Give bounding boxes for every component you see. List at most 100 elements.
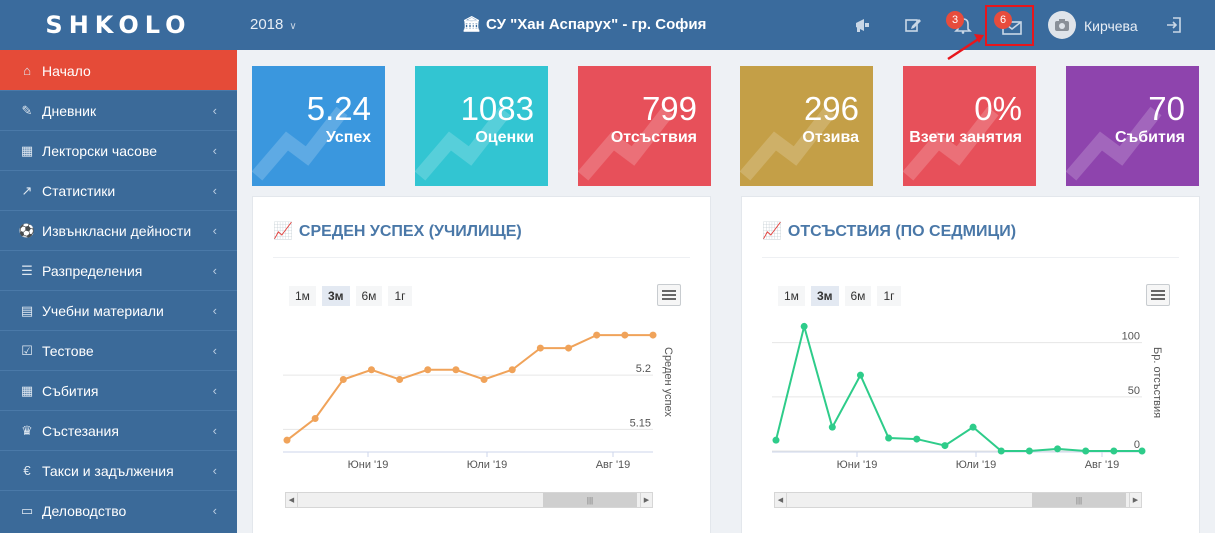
scroll-thumb[interactable]: ||| xyxy=(1032,493,1126,507)
y-axis-label: Бр. отсъствия xyxy=(1151,347,1163,418)
panel-title: 📈 ОТСЪСТВИЯ (ПО СЕДМИЦИ) xyxy=(762,221,1016,241)
range-buttons: 1м 3м 6м 1г xyxy=(289,286,412,306)
notifications-badge: 3 xyxy=(946,11,964,29)
hamburger-icon xyxy=(662,290,676,300)
top-bar: SHKOLO 2018 ∨ 🏛 СУ "Хан Аспарух" - гр. Соф… xyxy=(0,0,1215,50)
scroll-left-icon[interactable]: ◀ xyxy=(775,493,787,507)
data-point[interactable] xyxy=(800,322,808,330)
data-point[interactable] xyxy=(536,344,544,352)
stat-tile[interactable]: 0% Взети занятия xyxy=(903,66,1036,186)
stat-tile[interactable]: 799 Отсъствия xyxy=(578,66,711,186)
data-point[interactable] xyxy=(969,423,977,431)
book-icon: ▤ xyxy=(20,302,34,318)
logout-icon[interactable] xyxy=(1163,14,1185,36)
stat-tile[interactable]: 1083 Оценки xyxy=(415,66,548,186)
data-point[interactable] xyxy=(452,366,460,374)
stat-tile[interactable]: 296 Отзива xyxy=(740,66,873,186)
sidebar-item[interactable]: ▦ Лекторски часове ‹ xyxy=(0,130,237,170)
chart-menu-button[interactable] xyxy=(1146,284,1170,306)
y-tick-label: 0 xyxy=(1134,439,1140,451)
stat-tile[interactable]: 5.24 Успех xyxy=(252,66,385,186)
edit-icon: ✎ xyxy=(21,102,33,118)
data-point[interactable] xyxy=(593,331,601,339)
chevron-left-icon: ‹ xyxy=(212,303,217,318)
tile-value: 296 xyxy=(803,90,859,127)
data-point[interactable] xyxy=(913,435,921,443)
data-point[interactable] xyxy=(424,366,432,374)
x-tick-label: Юни '19 xyxy=(837,459,878,471)
sidebar-item[interactable]: ☑ Тестове ‹ xyxy=(0,330,237,370)
chart-scrollbar[interactable]: ◀ ||| ▶ xyxy=(774,492,1142,508)
megaphone-icon[interactable] xyxy=(852,14,874,36)
tile-value: 1083 xyxy=(460,90,534,127)
data-point[interactable] xyxy=(828,423,836,431)
data-point[interactable] xyxy=(311,415,319,422)
range-button[interactable]: 3м xyxy=(321,286,350,306)
edit-icon[interactable] xyxy=(902,14,924,36)
list-icon: ☰ xyxy=(21,262,33,278)
data-point[interactable] xyxy=(1025,447,1033,455)
chevron-left-icon: ‹ xyxy=(212,103,217,118)
data-point[interactable] xyxy=(480,376,488,383)
range-button[interactable]: 1г xyxy=(877,286,901,306)
scroll-thumb[interactable]: ||| xyxy=(543,493,637,507)
x-tick-label: Юли '19 xyxy=(467,459,508,471)
year-value: 2018 xyxy=(250,16,284,33)
data-point[interactable] xyxy=(621,331,629,339)
sidebar-item[interactable]: ♛ Състезания ‹ xyxy=(0,410,237,450)
scroll-right-icon[interactable]: ▶ xyxy=(1129,493,1141,507)
data-point[interactable] xyxy=(283,436,291,444)
sidebar-item[interactable]: ☰ Разпределения ‹ xyxy=(0,250,237,290)
sidebar-item[interactable]: ⚽ Извънкласни дейности ‹ xyxy=(0,210,237,250)
data-point[interactable] xyxy=(1138,447,1146,455)
sidebar-item[interactable]: ⌂ Начало xyxy=(0,50,237,90)
tile-value: 5.24 xyxy=(306,90,371,127)
absences-chart: 100 50 0 Юни '19 Юли '19 Авг '19 Бр. отсъствия xyxy=(772,322,1163,471)
logo[interactable]: SHKOLO xyxy=(0,0,237,50)
sidebar-item[interactable]: € Такси и задължения ‹ xyxy=(0,450,237,490)
annotation-arrow xyxy=(947,34,984,61)
sidebar-item[interactable]: ▦ Събития ‹ xyxy=(0,370,237,410)
chart-scrollbar[interactable]: ◀ ||| ▶ xyxy=(285,492,653,508)
sidebar-item[interactable]: ▤ Учебни материали ‹ xyxy=(0,290,237,330)
chevron-left-icon: ‹ xyxy=(212,463,217,478)
ball-icon: ⚽ xyxy=(18,222,36,238)
data-point[interactable] xyxy=(508,366,516,374)
scroll-left-icon[interactable]: ◀ xyxy=(286,493,298,507)
username[interactable]: Кирчева xyxy=(1084,18,1138,34)
series-line xyxy=(286,334,653,441)
range-button[interactable]: 1м xyxy=(778,286,805,306)
data-point[interactable] xyxy=(339,376,347,383)
year-selector[interactable]: 2018 ∨ xyxy=(250,16,297,33)
chevron-left-icon: ‹ xyxy=(212,423,217,438)
data-point[interactable] xyxy=(649,331,657,339)
tile-value: 70 xyxy=(1148,90,1185,127)
data-point[interactable] xyxy=(997,447,1005,455)
x-tick-label: Авг '19 xyxy=(596,459,631,471)
data-point[interactable] xyxy=(565,344,573,352)
data-point[interactable] xyxy=(856,371,864,379)
range-button[interactable]: 3м xyxy=(810,286,839,306)
scroll-right-icon[interactable]: ▶ xyxy=(640,493,652,507)
stat-tile[interactable]: 70 Събития xyxy=(1066,66,1199,186)
folder-icon: ▭ xyxy=(20,502,34,518)
range-button[interactable]: 6м xyxy=(844,286,872,306)
data-point[interactable] xyxy=(941,442,949,450)
sidebar-item-label: Дневник xyxy=(42,102,97,119)
range-button[interactable]: 1г xyxy=(388,286,412,306)
avatar[interactable] xyxy=(1048,11,1076,39)
sidebar-item[interactable]: ✎ Дневник ‹ xyxy=(0,90,237,130)
range-button[interactable]: 6м xyxy=(355,286,383,306)
data-point[interactable] xyxy=(367,366,375,374)
data-point[interactable] xyxy=(1054,445,1062,453)
sidebar-item[interactable]: ↗ Статистики ‹ xyxy=(0,170,237,210)
sidebar-item-label: Лекторски часове xyxy=(42,142,158,159)
data-point[interactable] xyxy=(885,434,893,442)
data-point[interactable] xyxy=(1082,447,1090,455)
data-point[interactable] xyxy=(396,376,404,383)
range-button[interactable]: 1м xyxy=(289,286,316,306)
data-point[interactable] xyxy=(772,436,780,444)
sidebar-item[interactable]: ▭ Деловодство ‹ xyxy=(0,490,237,530)
chart-menu-button[interactable] xyxy=(657,284,681,306)
data-point[interactable] xyxy=(1110,447,1118,455)
